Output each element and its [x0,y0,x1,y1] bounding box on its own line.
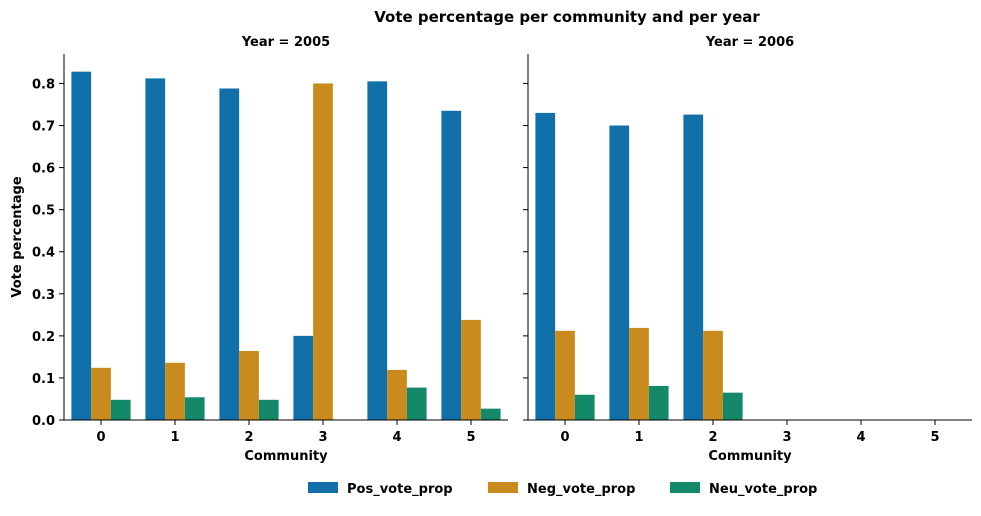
y-tick-label: 0.1 [32,372,55,387]
bar-neu-vote-prop [648,385,669,420]
y-tick-label: 0.6 [32,162,55,177]
y-tick-label: 0.0 [32,414,55,429]
bar-pos-vote-prop [219,88,240,420]
y-tick-label: 0.2 [32,330,55,345]
bar-pos-vote-prop [71,71,92,421]
bar-pos-vote-prop [145,78,166,421]
x-tick-label: 2 [708,430,717,445]
bar-pos-vote-prop [535,112,556,421]
bar-neg-vote-prop [555,330,575,420]
x-tick-label: 5 [930,430,939,445]
y-tick-label: 0.5 [32,204,55,219]
bar-neg-vote-prop [239,351,259,420]
y-tick-label: 0.4 [32,246,55,261]
legend-label: Pos_vote_prop [347,482,453,497]
x-tick-label: 1 [170,430,179,445]
x-tick-label: 3 [318,430,327,445]
bar-neu-vote-prop [406,387,427,420]
legend-label: Neu_vote_prop [709,482,817,497]
bar-neg-vote-prop [461,319,481,420]
bar-pos-vote-prop [609,125,630,421]
x-axis-label: Community [244,449,328,464]
bar-neu-vote-prop [722,392,743,420]
x-tick-label: 5 [466,430,475,445]
bar-neg-vote-prop [387,369,407,420]
bar-neg-vote-prop [165,362,185,420]
bar-neu-vote-prop [480,408,501,420]
bar-neu-vote-prop [184,397,205,420]
bar-pos-vote-prop [683,114,704,420]
chart-title: Vote percentage per community and per ye… [374,8,760,26]
legend-label: Neg_vote_prop [527,482,635,497]
x-tick-label: 0 [560,430,569,445]
x-axis-label: Community [708,449,792,464]
y-tick-label: 0.3 [32,288,55,303]
legend-swatch [670,482,700,493]
panel-title: Year = 2005 [241,35,330,50]
y-tick-label: 0.7 [32,120,55,135]
bar-pos-vote-prop [367,81,388,420]
x-tick-label: 2 [244,430,253,445]
bar-neu-vote-prop [110,399,131,420]
x-tick-label: 4 [856,430,865,445]
bar-neu-vote-prop [258,399,279,420]
y-axis-label: Vote percentage [10,176,25,297]
x-tick-label: 4 [392,430,401,445]
bar-pos-vote-prop [441,110,462,420]
legend-swatch [308,482,338,493]
y-tick-label: 0.8 [32,77,55,92]
x-tick-label: 3 [782,430,791,445]
bar-pos-vote-prop [293,335,314,420]
bar-neg-vote-prop [313,83,333,420]
bar-neu-vote-prop [574,394,595,420]
bar-neg-vote-prop [629,327,649,420]
x-tick-label: 0 [96,430,105,445]
panel-title: Year = 2006 [705,35,794,50]
bar-neg-vote-prop [91,367,111,420]
legend-swatch [488,482,518,493]
x-tick-label: 1 [634,430,643,445]
bar-neg-vote-prop [703,330,723,420]
